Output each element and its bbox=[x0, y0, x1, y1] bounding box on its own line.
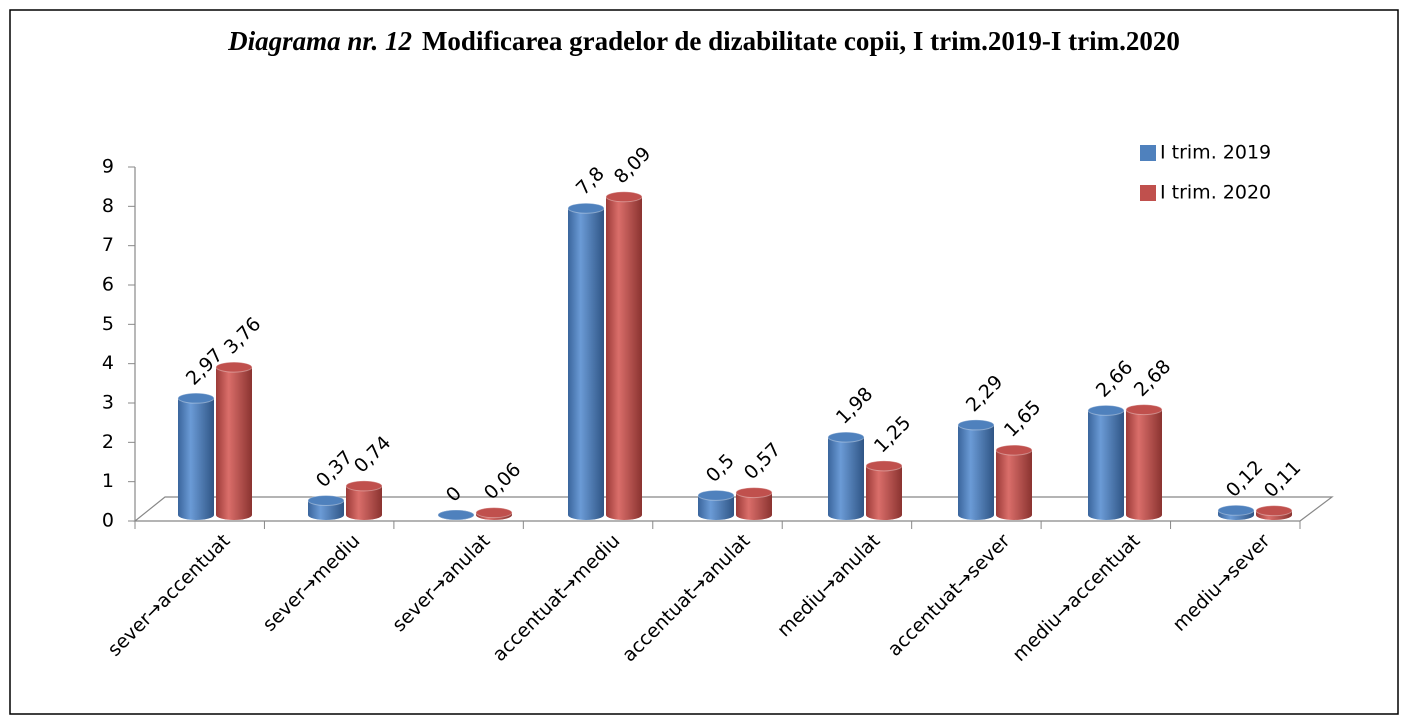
bar bbox=[345, 480, 383, 520]
y-tick-label: 9 bbox=[102, 156, 114, 178]
y-tick-label: 6 bbox=[102, 274, 114, 296]
legend-swatch bbox=[1140, 145, 1156, 161]
y-tick-label: 7 bbox=[102, 234, 114, 256]
bar-body bbox=[866, 465, 902, 515]
bar bbox=[605, 191, 643, 520]
bar-top bbox=[1087, 404, 1125, 416]
bar-top bbox=[995, 444, 1033, 456]
y-tick-label: 3 bbox=[102, 392, 114, 414]
bar-body bbox=[178, 398, 214, 515]
bar-top bbox=[1255, 505, 1293, 517]
chart-title: Diagrama nr. 12 Modificarea gradelor de d… bbox=[224, 24, 1184, 59]
bar bbox=[1087, 404, 1125, 520]
bar-top bbox=[345, 480, 383, 492]
bar bbox=[1255, 505, 1293, 520]
legend-swatch bbox=[1140, 185, 1156, 201]
bar-top bbox=[177, 392, 215, 404]
y-tick-label: 5 bbox=[102, 313, 114, 335]
bar-top bbox=[437, 509, 475, 521]
bar bbox=[1217, 504, 1255, 520]
bar-body bbox=[216, 367, 252, 515]
bar-body bbox=[1126, 409, 1162, 515]
bar-top bbox=[957, 419, 995, 431]
bar-body bbox=[568, 208, 604, 515]
bar-body bbox=[958, 424, 994, 515]
bar-body bbox=[828, 437, 864, 515]
bar bbox=[865, 460, 903, 520]
bar bbox=[697, 489, 735, 520]
bar-body bbox=[606, 196, 642, 515]
y-tick-label: 1 bbox=[102, 470, 114, 492]
chart-border bbox=[9, 9, 1399, 715]
bar-top bbox=[697, 489, 735, 501]
bar-body bbox=[996, 450, 1032, 515]
bar-top bbox=[865, 460, 903, 472]
bar-body bbox=[736, 492, 772, 515]
legend-label: I trim. 2019 bbox=[1160, 142, 1271, 164]
y-tick-label: 2 bbox=[102, 431, 114, 453]
bar-top bbox=[827, 431, 865, 443]
bar bbox=[215, 361, 253, 520]
bar-top bbox=[1217, 504, 1255, 516]
bar bbox=[827, 431, 865, 520]
bar bbox=[475, 507, 513, 520]
bar-top bbox=[735, 487, 773, 499]
bar-top bbox=[475, 507, 513, 519]
legend-label: I trim. 2020 bbox=[1160, 182, 1271, 204]
bar-top bbox=[307, 494, 345, 506]
title-label: Diagrama nr. 12 bbox=[228, 26, 412, 56]
bar bbox=[995, 444, 1033, 520]
bar-top bbox=[1125, 404, 1163, 416]
bar bbox=[437, 509, 475, 521]
bar bbox=[567, 202, 605, 520]
y-tick-label: 8 bbox=[102, 195, 114, 217]
y-tick-label: 4 bbox=[102, 352, 114, 374]
bar-top bbox=[215, 361, 253, 373]
bar bbox=[735, 487, 773, 520]
bar-body bbox=[698, 495, 734, 515]
bar bbox=[177, 392, 215, 520]
bar-body bbox=[1088, 410, 1124, 515]
bar bbox=[307, 494, 345, 520]
y-tick-label: 0 bbox=[102, 510, 114, 532]
title-text: Modificarea gradelor de dizabilitate cop… bbox=[421, 26, 1180, 56]
bar-top bbox=[567, 202, 605, 214]
bar bbox=[957, 419, 995, 520]
bar bbox=[1125, 404, 1163, 520]
bar-top bbox=[605, 191, 643, 203]
